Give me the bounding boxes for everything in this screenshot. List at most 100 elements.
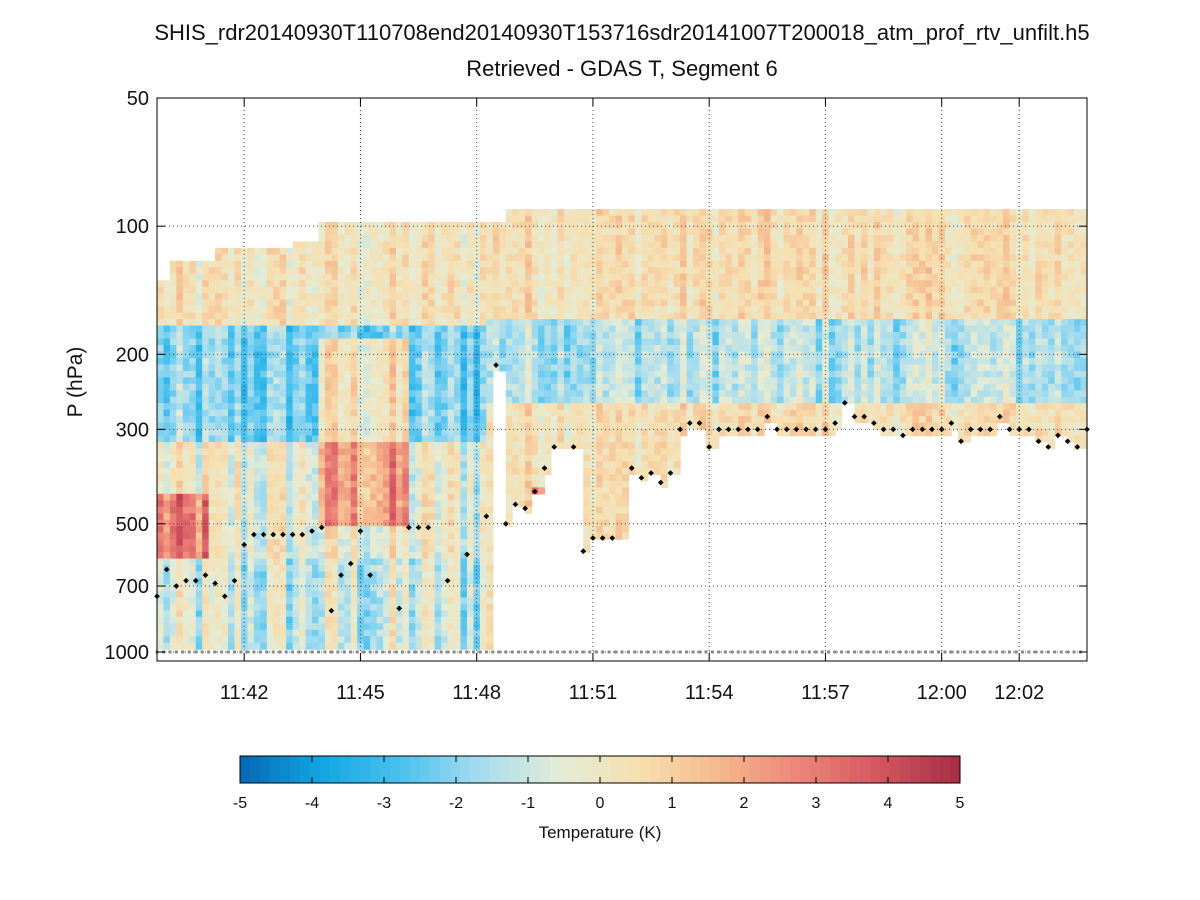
heatmap-cell [363, 325, 371, 333]
heatmap-cell [518, 332, 526, 340]
heatmap-cell [557, 209, 565, 217]
heatmap-cell [589, 442, 597, 450]
heatmap-cell [615, 293, 623, 301]
heatmap-cell [589, 241, 597, 249]
heatmap-cell [299, 325, 307, 333]
heatmap-cell [563, 351, 571, 359]
heatmap-cell [583, 228, 591, 236]
heatmap-cell [169, 403, 177, 411]
heatmap-cell [253, 480, 261, 488]
heatmap-cell [408, 286, 416, 294]
heatmap-cell [544, 383, 552, 391]
heatmap-cell [389, 629, 397, 637]
heatmap-cell [454, 390, 462, 398]
heatmap-cell [389, 642, 397, 650]
heatmap-cell [738, 332, 746, 340]
heatmap-cell [615, 377, 623, 385]
heatmap-cell [395, 513, 404, 521]
heatmap-cell [512, 222, 520, 230]
heatmap-cell [350, 247, 358, 255]
heatmap-cell [421, 435, 429, 443]
heatmap-cell [240, 299, 249, 307]
heatmap-cell [266, 260, 274, 268]
heatmap-cell [312, 500, 320, 508]
heatmap-cell [725, 429, 733, 437]
heatmap-cell [331, 273, 339, 281]
heatmap-cell [299, 506, 307, 514]
heatmap-cell [447, 584, 455, 592]
heatmap-cell [402, 539, 410, 547]
heatmap-cell [641, 293, 649, 301]
heatmap-cell [344, 487, 352, 495]
heatmap-cell [518, 351, 526, 359]
heatmap-cell [357, 228, 365, 236]
heatmap-cell [350, 351, 358, 359]
heatmap-cell [434, 332, 442, 340]
heatmap-cell [228, 403, 236, 411]
heatmap-cell [538, 461, 546, 469]
heatmap-cell [228, 299, 236, 307]
heatmap-cell [202, 416, 210, 424]
heatmap-cell [157, 487, 165, 495]
heatmap-cell [299, 442, 307, 450]
heatmap-cell [434, 306, 442, 314]
heatmap-cell [157, 357, 165, 365]
heatmap-cell [176, 500, 184, 508]
heatmap-cell [363, 280, 371, 288]
heatmap-cell [312, 351, 320, 359]
heatmap-cell [479, 558, 487, 566]
heatmap-cell [189, 603, 197, 611]
heatmap-cell [299, 396, 307, 404]
heatmap-cell [583, 500, 591, 508]
heatmap-cell [324, 487, 332, 495]
heatmap-cell [376, 552, 384, 560]
heatmap-cell [337, 409, 345, 417]
heatmap-cell [357, 629, 365, 637]
heatmap-cell [266, 319, 274, 327]
heatmap-cell [589, 409, 597, 417]
heatmap-cell [686, 357, 694, 365]
heatmap-cell [318, 383, 326, 391]
heatmap-cell [221, 513, 229, 521]
heatmap-cell [512, 480, 520, 488]
heatmap-cell [389, 267, 397, 275]
heatmap-cell [538, 273, 546, 281]
heatmap-cell [305, 396, 313, 404]
heatmap-cell [751, 344, 759, 353]
heatmap-cell [286, 571, 294, 579]
heatmap-cell [712, 390, 720, 398]
heatmap-cell [479, 603, 487, 611]
heatmap-cell [208, 306, 216, 314]
heatmap-cell [434, 590, 442, 598]
heatmap-cell [337, 247, 345, 255]
heatmap-cell [486, 357, 494, 365]
heatmap-cell [570, 215, 578, 223]
heatmap-cell [660, 338, 668, 346]
heatmap-cell [454, 629, 462, 637]
heatmap-cell [363, 629, 371, 637]
heatmap-cell [234, 467, 242, 476]
heatmap-cell [357, 390, 365, 398]
heatmap-cell [240, 429, 249, 437]
heatmap-cell [744, 338, 752, 346]
heatmap-cell [292, 357, 300, 365]
heatmap-cell [292, 474, 300, 482]
heatmap-cell [299, 493, 307, 501]
heatmap-cell [208, 396, 216, 404]
heatmap-cell [240, 260, 249, 268]
heatmap-cell [615, 247, 623, 255]
heatmap-cell [331, 364, 339, 372]
heatmap-cell [660, 435, 668, 443]
heatmap-cell [492, 286, 500, 294]
heatmap-cell [344, 558, 352, 566]
heatmap-cell [202, 519, 210, 527]
heatmap-cell [434, 390, 442, 398]
heatmap-cell [731, 338, 739, 346]
heatmap-cell [363, 338, 371, 346]
heatmap-cell [641, 364, 649, 372]
heatmap-cell [395, 552, 404, 560]
heatmap-cell [421, 338, 429, 346]
heatmap-cell [486, 390, 494, 398]
heatmap-cell [286, 280, 294, 288]
heatmap-cell [641, 312, 649, 320]
